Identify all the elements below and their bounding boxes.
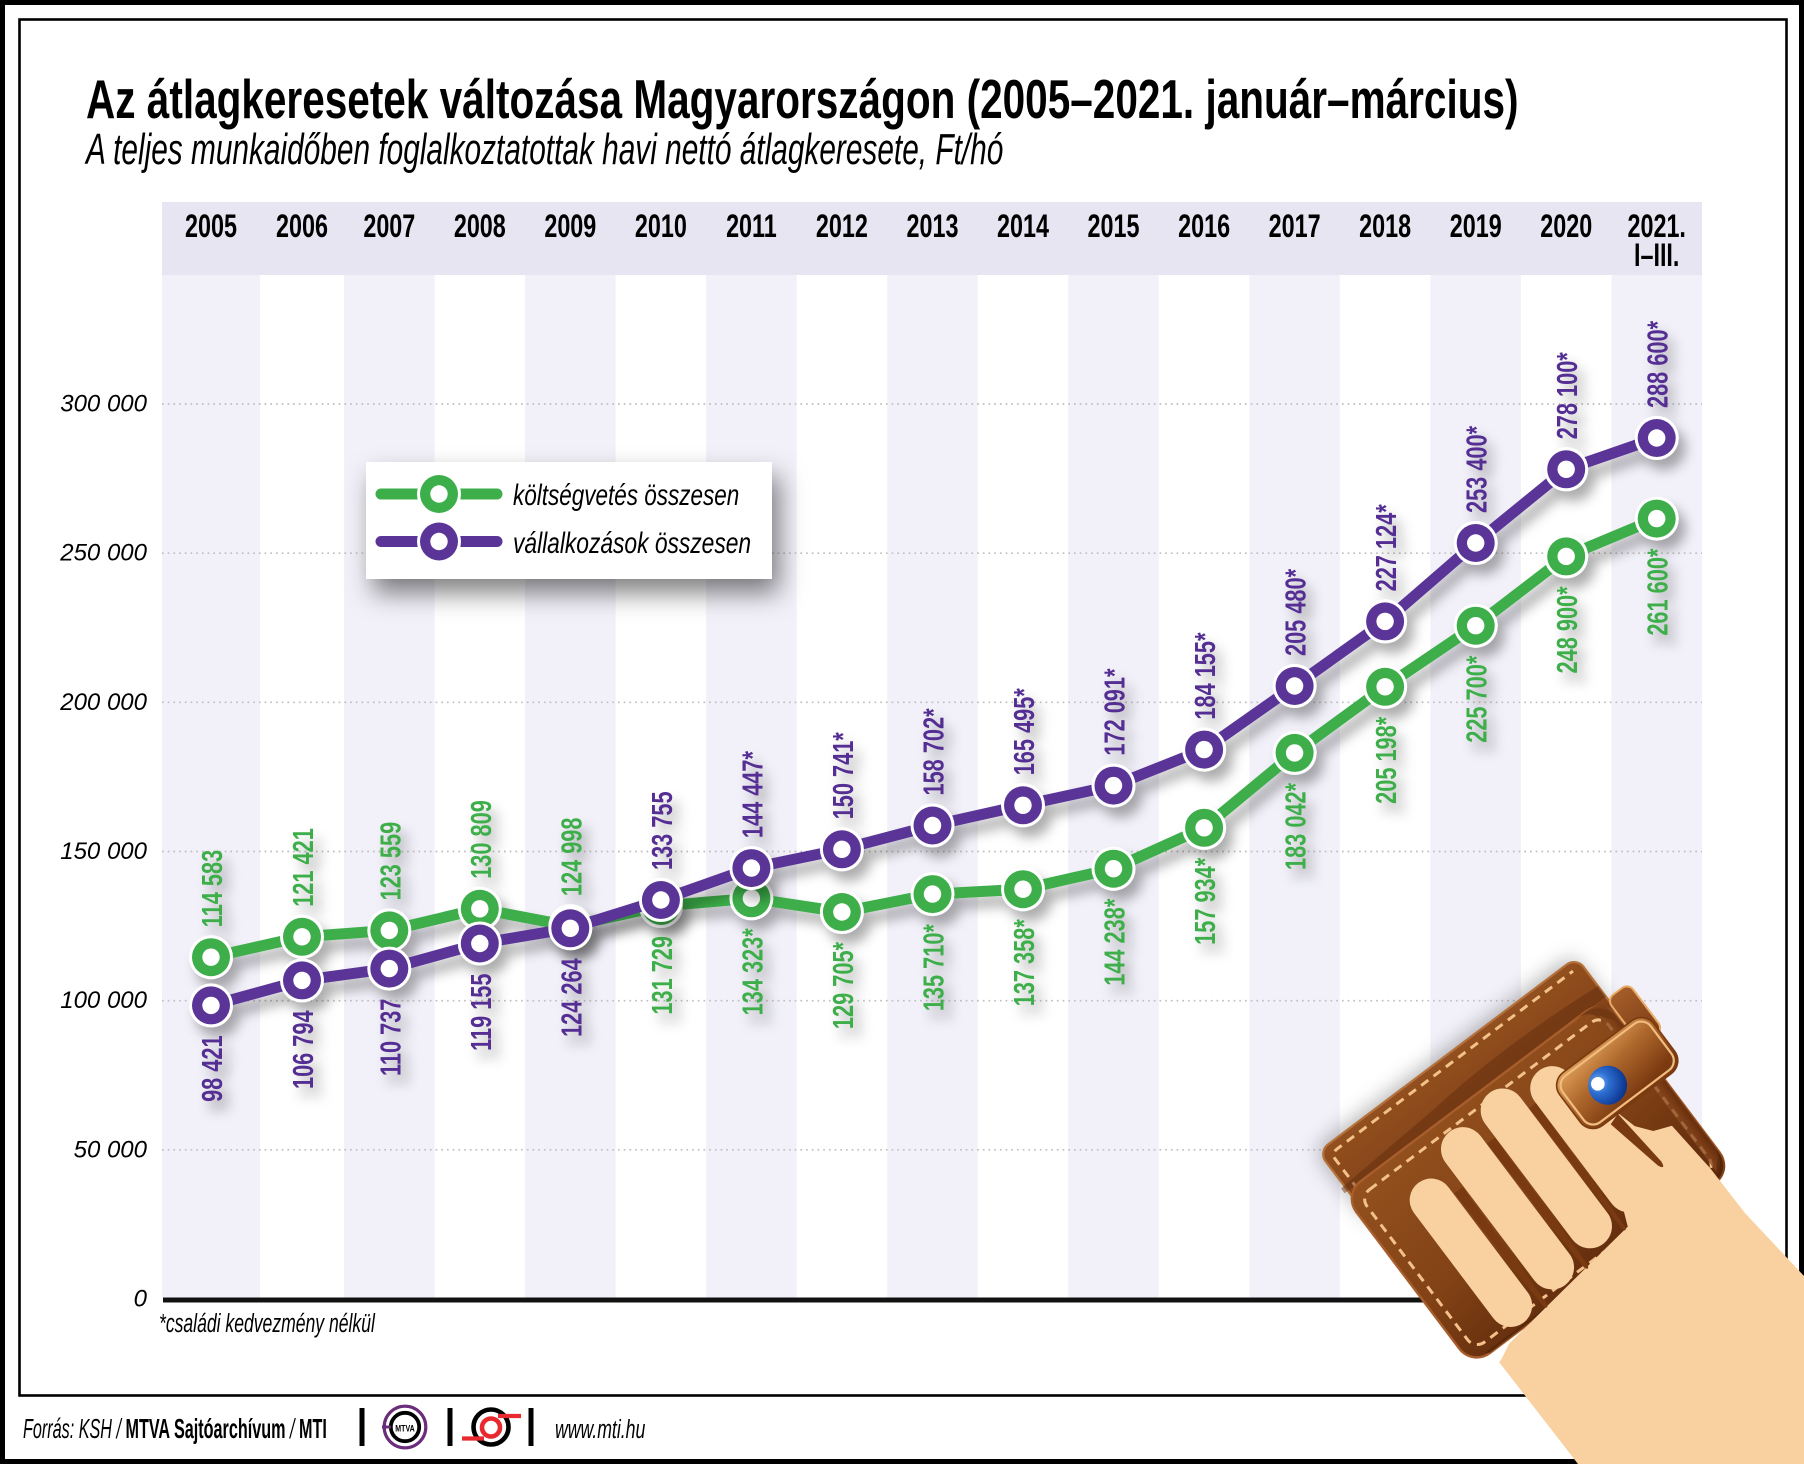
svg-text:248 900*: 248 900* (1552, 586, 1584, 673)
svg-text:288 600*: 288 600* (1643, 321, 1675, 408)
svg-text:250 000: 250 000 (59, 540, 147, 567)
svg-text:225 700*: 225 700* (1462, 656, 1494, 743)
svg-text:121 421: 121 421 (288, 828, 320, 907)
svg-text:165 495*: 165 495* (1009, 688, 1041, 775)
svg-text:150 000: 150 000 (60, 838, 147, 865)
svg-text:2016: 2016 (1178, 208, 1230, 243)
svg-text:200 000: 200 000 (59, 689, 147, 716)
svg-text:205 198*: 205 198* (1371, 717, 1403, 804)
svg-text:134 323*: 134 323* (738, 928, 770, 1015)
svg-text:50 000: 50 000 (74, 1136, 148, 1163)
svg-text:98 421: 98 421 (197, 1035, 229, 1102)
svg-text:183 042*: 183 042* (1281, 783, 1313, 870)
svg-text:144 238*: 144 238* (1100, 899, 1132, 986)
svg-text:131 729: 131 729 (647, 936, 679, 1015)
svg-text:172 091*: 172 091* (1100, 669, 1132, 756)
svg-text:2012: 2012 (816, 208, 868, 243)
svg-text:150 741*: 150 741* (828, 732, 860, 819)
svg-text:2017: 2017 (1269, 208, 1321, 243)
svg-text:I–III.: I–III. (1634, 237, 1679, 272)
svg-text:124 998: 124 998 (556, 817, 588, 896)
svg-text:www.mti.hu: www.mti.hu (555, 1415, 645, 1444)
svg-text:költségvetés összesen: költségvetés összesen (513, 478, 739, 512)
svg-text:300 000: 300 000 (60, 391, 147, 418)
svg-text:137 358*: 137 358* (1009, 919, 1041, 1006)
svg-text:253 400*: 253 400* (1462, 426, 1494, 513)
svg-text:A teljes munkaidőben foglalkoz: A teljes munkaidőben foglalkoztatottak h… (84, 124, 1003, 173)
svg-text:2008: 2008 (454, 208, 506, 243)
svg-text:vállalkozások összesen: vállalkozások összesen (513, 526, 751, 560)
svg-text:135 710*: 135 710* (919, 924, 951, 1011)
svg-text:0: 0 (134, 1286, 148, 1313)
svg-text:124 264: 124 264 (556, 958, 588, 1037)
svg-text:Az átlagkeresetek változása Ma: Az átlagkeresetek változása Magyarország… (86, 69, 1519, 130)
svg-text:157 934*: 157 934* (1190, 858, 1222, 945)
svg-text:2005: 2005 (185, 208, 237, 243)
svg-text:2020: 2020 (1540, 208, 1592, 243)
svg-text:119 155: 119 155 (466, 974, 498, 1051)
svg-text:2018: 2018 (1359, 208, 1411, 243)
svg-text:123 559: 123 559 (375, 822, 407, 901)
svg-text:2014: 2014 (997, 208, 1049, 243)
svg-text:100 000: 100 000 (60, 987, 147, 1014)
svg-text:110 737: 110 737 (375, 999, 407, 1076)
svg-text:261 600*: 261 600* (1643, 549, 1675, 636)
svg-text:130 809: 130 809 (466, 800, 498, 879)
svg-text:129 705*: 129 705* (828, 942, 860, 1029)
svg-text:2013: 2013 (907, 208, 959, 243)
svg-text:158 702*: 158 702* (919, 708, 951, 795)
svg-text:*családi kedvezmény nélkül: *családi kedvezmény nélkül (159, 1309, 376, 1338)
svg-text:2011: 2011 (726, 208, 777, 243)
svg-text:278 100*: 278 100* (1552, 352, 1584, 439)
svg-text:Forrás: KSH / MTVA Sajtóarchív: Forrás: KSH / MTVA Sajtóarchívum / MTI (23, 1412, 327, 1444)
svg-text:106 794: 106 794 (288, 1010, 320, 1089)
svg-text:205 480*: 205 480* (1281, 569, 1313, 656)
svg-text:2009: 2009 (544, 208, 596, 243)
svg-text:227 124*: 227 124* (1371, 504, 1403, 591)
svg-text:144 447*: 144 447* (738, 751, 770, 838)
svg-text:MTVA: MTVA (395, 1424, 415, 1434)
svg-text:2007: 2007 (363, 208, 415, 243)
svg-text:2021.: 2021. (1627, 208, 1685, 243)
svg-text:114 583: 114 583 (197, 850, 229, 927)
svg-text:133 755: 133 755 (647, 791, 679, 870)
svg-text:184 155*: 184 155* (1190, 633, 1222, 720)
svg-text:2006: 2006 (276, 208, 328, 243)
svg-text:2015: 2015 (1088, 208, 1140, 243)
svg-text:2010: 2010 (635, 208, 687, 243)
svg-text:2019: 2019 (1450, 208, 1502, 243)
